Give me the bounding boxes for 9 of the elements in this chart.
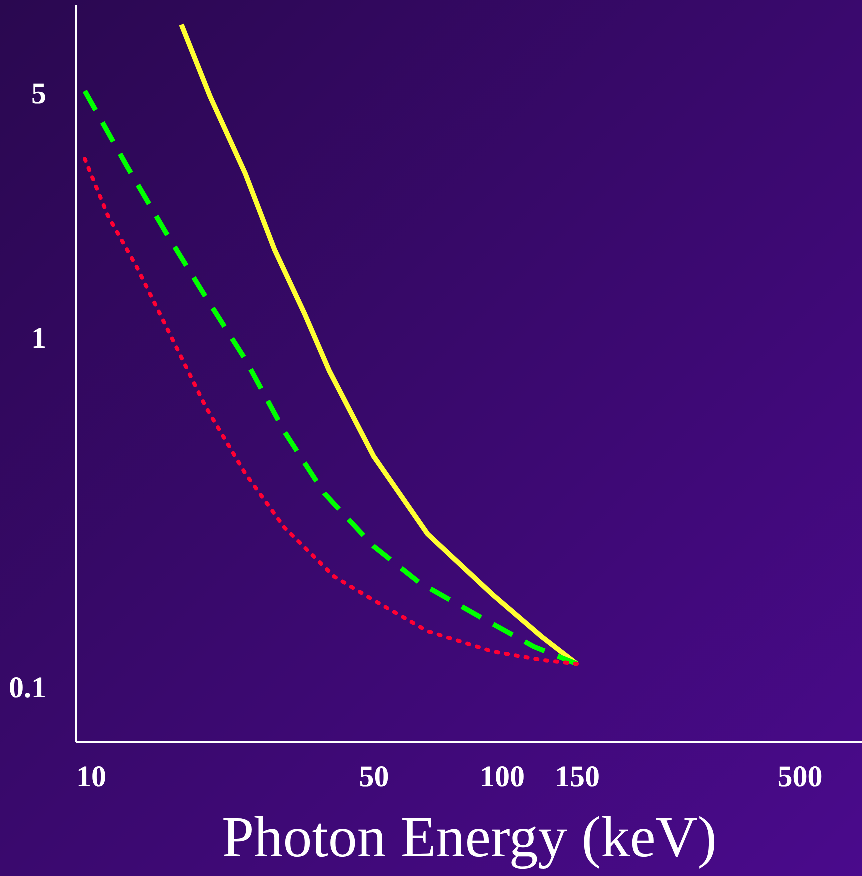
y-tick-label: 0.1 [9, 671, 46, 704]
x-tick-label: 10 [76, 760, 106, 794]
x-tick-label: 150 [555, 760, 600, 794]
x-axis-title: Photon Energy (keV) [222, 804, 718, 870]
y-tick-label: 1 [32, 322, 46, 355]
x-tick-label: 500 [778, 760, 823, 794]
y-tick-label: 5 [32, 78, 46, 111]
x-tick-label: 50 [359, 760, 390, 794]
x-tick-label: 100 [480, 760, 525, 794]
